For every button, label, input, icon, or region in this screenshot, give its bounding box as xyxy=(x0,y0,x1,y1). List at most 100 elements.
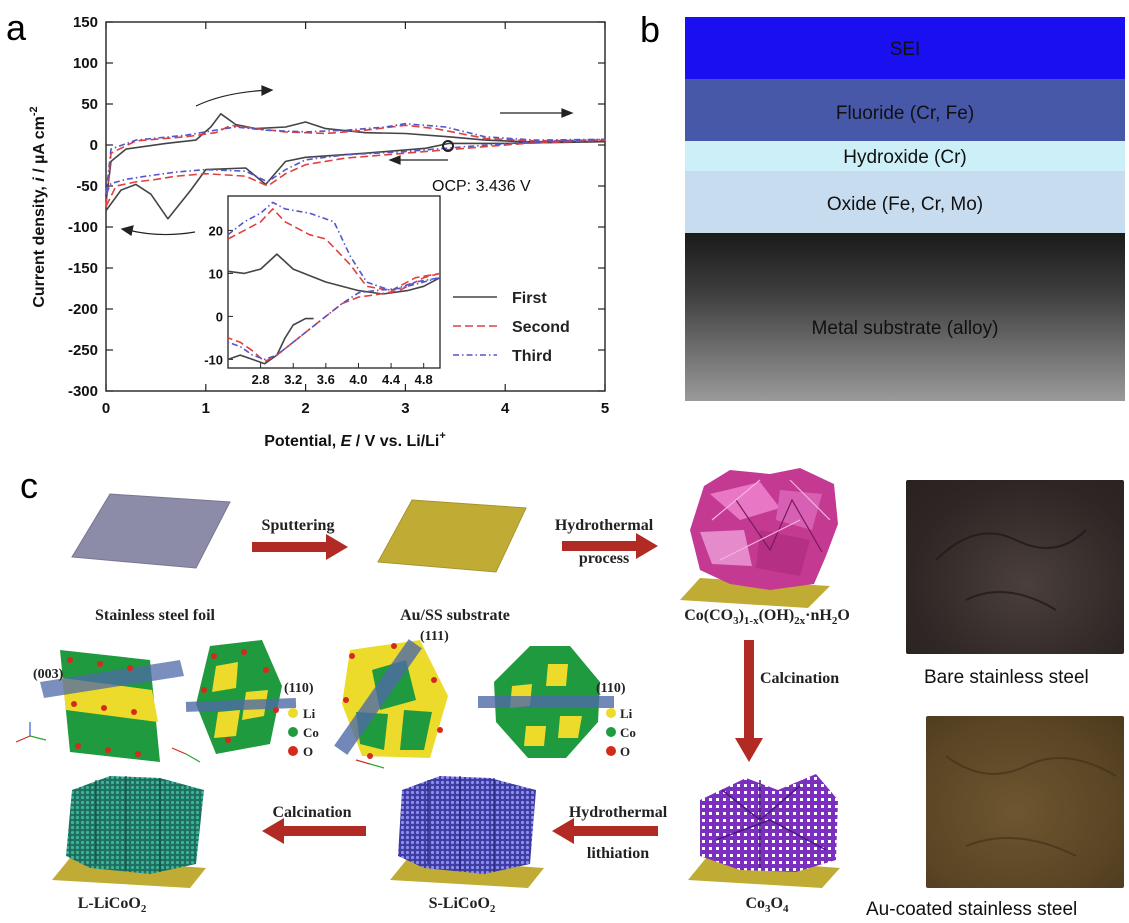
label-plane-110-right: (110) xyxy=(596,681,626,696)
inset-axes: 2.8 3.2 3.6 4.0 4.4 4.8 20 10 0 -10 xyxy=(204,223,433,387)
photo-bare-stainless xyxy=(906,480,1124,654)
svg-text:Li: Li xyxy=(303,706,316,721)
inset-series-first xyxy=(227,253,441,295)
label-co3o4: Co3O4 xyxy=(745,895,789,915)
x-tick-label: 2 xyxy=(301,400,309,417)
label-lithiation: lithiation xyxy=(587,845,649,862)
sei-layer-diagram: b SEI Fluoride (Cr, Fe) Hydroxide (Cr) O… xyxy=(640,9,1125,401)
axes-triad-mid xyxy=(171,747,201,763)
inset-x-tick-label: 2.8 xyxy=(252,372,270,387)
label-hydrothermal-1: Hydrothermal xyxy=(555,517,654,534)
y-tick-label: 0 xyxy=(90,137,98,154)
label-plane-110-left: (110) xyxy=(284,681,314,696)
label-hydrothermal-2: Hydrothermal xyxy=(569,804,668,821)
inset-series-third xyxy=(227,276,441,361)
main-series xyxy=(105,113,606,220)
panel-b-letter: b xyxy=(640,9,660,50)
y-tick-label: 150 xyxy=(73,14,98,31)
svg-text:O: O xyxy=(620,744,630,759)
label-stainless-foil: Stainless steel foil xyxy=(95,607,216,624)
label-calcination-vertical: Calcination xyxy=(760,670,839,687)
inset-series-second xyxy=(227,272,441,363)
x-tick-label: 3 xyxy=(401,400,409,417)
arrow-hydrothermal-lithiation xyxy=(552,818,658,844)
label-plane-003: (003) xyxy=(33,667,64,682)
svg-text:Li: Li xyxy=(620,706,633,721)
layered-licoo2-structure xyxy=(40,650,184,762)
spinel-licoo2-structure xyxy=(334,639,448,759)
legend-third: Third xyxy=(512,348,552,365)
layer-fluoride-label: Fluoride (Cr, Fe) xyxy=(836,103,974,124)
label-plane-111: (111) xyxy=(420,629,449,644)
y-tick-label: -300 xyxy=(68,383,98,400)
legend-atoms-right: Li Co O xyxy=(606,706,636,759)
inset-x-tick-label: 3.6 xyxy=(317,372,335,387)
arrow-hydrothermal-1 xyxy=(562,533,658,559)
legend-second: Second xyxy=(512,319,570,336)
arrow-sputtering xyxy=(252,534,348,560)
label-sputtering: Sputtering xyxy=(262,517,335,534)
legend: First Second Third xyxy=(453,290,570,365)
inset-series xyxy=(227,201,441,365)
layer-oxide xyxy=(685,171,1125,233)
inset-y-tick-label: 0 xyxy=(216,309,223,324)
y-tick-label: 50 xyxy=(81,96,98,113)
layer-oxide-label: Oxide (Fe, Cr, Mo) xyxy=(827,194,983,215)
svg-text:O: O xyxy=(303,744,313,759)
arrow-head xyxy=(561,108,574,118)
photo-au-texture xyxy=(945,755,1117,857)
legend-first: First xyxy=(512,290,547,307)
panel-c-letter: c xyxy=(20,465,38,506)
caption-bare-stainless: Bare stainless steel xyxy=(924,667,1089,688)
layer-sei xyxy=(685,17,1125,79)
ocp-label: OCP: 3.436 V xyxy=(432,178,531,195)
panel-a-letter: a xyxy=(6,7,27,48)
arrow-head xyxy=(388,155,401,165)
cubic-licoo2-structure-left xyxy=(185,640,297,754)
x-axis-label: Potential, E / V vs. Li/Li+ xyxy=(264,430,446,450)
axes-triad-left xyxy=(15,722,47,743)
arrow-head xyxy=(261,85,274,96)
label-co-precursor: Co(CO3)1-x(OH)2x·nH2O xyxy=(684,607,850,627)
scan-direction-arrows xyxy=(120,85,574,236)
label-s-licoo2: S-LiCoO2 xyxy=(429,895,496,915)
arrow-lower-left xyxy=(127,229,196,236)
layer-sei-label: SEI xyxy=(890,39,921,60)
inset-x-tick-label: 4.0 xyxy=(349,372,367,387)
inset-x-tick-label: 4.4 xyxy=(382,372,401,387)
inset-y-tick-label: 10 xyxy=(209,266,223,281)
inset-x-tick-label: 3.2 xyxy=(284,372,302,387)
layer-fluoride xyxy=(685,79,1125,141)
inset-x-tick-label: 4.8 xyxy=(415,372,433,387)
series-third xyxy=(105,122,606,195)
ocp-marker xyxy=(442,140,454,152)
synthesis-scheme: c Stainless steel foil Sputtering Au/SS … xyxy=(15,465,850,915)
arrow-head xyxy=(120,225,134,236)
photo-au-coated xyxy=(926,716,1124,888)
label-calcination-horizontal: Calcination xyxy=(272,804,351,821)
arrow-calcination-down xyxy=(735,640,763,762)
svg-text:Co: Co xyxy=(303,725,319,740)
y-tick-label: -50 xyxy=(76,178,98,195)
x-tick-label: 4 xyxy=(501,400,510,417)
x-tick-label: 1 xyxy=(202,400,210,417)
y-tick-label: -250 xyxy=(68,342,98,359)
s-licoo2-structure xyxy=(390,776,544,888)
l-licoo2-structure xyxy=(52,776,206,888)
arrow-calcination-left xyxy=(262,818,366,844)
layer-hydroxide-label: Hydroxide (Cr) xyxy=(843,147,967,168)
inset-y-tick-label: -10 xyxy=(204,352,223,367)
y-tick-label: -100 xyxy=(68,219,98,236)
photo-bare-texture xyxy=(935,529,1087,611)
inset-y-tick-label: 20 xyxy=(209,223,223,238)
label-l-licoo2: L-LiCoO2 xyxy=(78,895,147,915)
au-ss-plate xyxy=(377,499,527,573)
cubic-licoo2-structure-right xyxy=(478,646,614,758)
y-tick-label: -150 xyxy=(68,260,98,277)
layer-hydroxide xyxy=(685,141,1125,171)
legend-atoms-left: Li Co O xyxy=(288,706,319,759)
axes-triad-right xyxy=(355,759,385,769)
layer-metal-label: Metal substrate (alloy) xyxy=(812,318,999,339)
y-tick-label: 100 xyxy=(73,55,98,72)
